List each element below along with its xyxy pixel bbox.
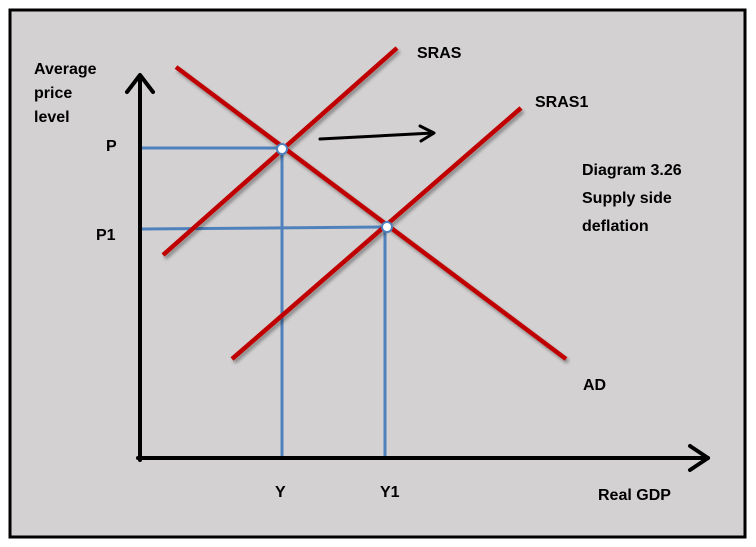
axes: [125, 73, 710, 472]
caption-line-3: deflation: [582, 218, 649, 235]
price-label-p: P: [106, 138, 117, 155]
sras1-curve: [230, 106, 523, 361]
ad-curve: [174, 65, 568, 361]
sras1-label: SRAS1: [535, 94, 588, 111]
guide-p1-horizontal: [141, 225, 388, 231]
output-label-y: Y: [275, 484, 286, 501]
price-label-p1: P1: [96, 227, 116, 244]
caption-line-2: Supply side: [582, 190, 672, 207]
equilibrium-point-new: [381, 221, 393, 233]
shift-arrow-head: [418, 124, 436, 143]
guide-lines: [141, 146, 388, 458]
y-axis-arrowhead: [125, 73, 155, 94]
ad-label: AD: [583, 377, 606, 394]
diagram-frame: [8, 8, 747, 539]
output-label-y1: Y1: [380, 484, 400, 501]
shift-arrow-shaft: [318, 131, 435, 141]
x-axis-label: Real GDP: [598, 487, 671, 504]
y-axis-label-line-1: Average: [34, 61, 97, 78]
equilibrium-point-original: [276, 143, 288, 155]
x-axis-arrowhead: [688, 444, 710, 472]
y-axis-label-line-3: level: [34, 109, 70, 126]
shift-arrow: [318, 124, 436, 143]
y-axis-label-line-2: price: [34, 85, 72, 102]
caption-line-1: Diagram 3.26: [582, 162, 682, 179]
sras-label: SRAS: [417, 45, 462, 62]
